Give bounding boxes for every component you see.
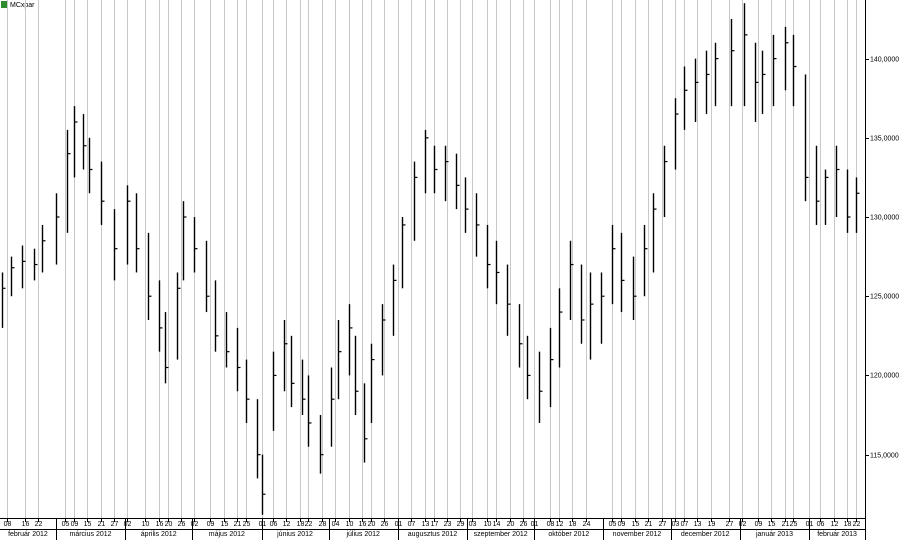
x-tick-label: 23: [444, 521, 452, 528]
x-tick-label: 12: [283, 521, 291, 528]
month-label: február 2013: [817, 531, 857, 538]
x-tick-label: 15: [768, 521, 776, 528]
month-label: március 2012: [70, 531, 112, 538]
x-tick-label: 22: [35, 521, 43, 528]
y-tick-label: 130,0000: [870, 214, 899, 221]
x-tick-label: 10: [142, 521, 150, 528]
x-tick-label: 08: [547, 521, 555, 528]
y-tick-label: 120,0000: [870, 372, 899, 379]
x-tick-label: 07: [408, 521, 416, 528]
x-tick-label: 02: [739, 521, 747, 528]
x-tick-label: 13: [694, 521, 702, 528]
x-tick-label: 25: [243, 521, 251, 528]
x-tick-label: 28: [319, 521, 327, 528]
x-tick-label: 15: [221, 521, 229, 528]
x-tick-label: 26: [178, 521, 186, 528]
month-label: április 2012: [141, 531, 177, 538]
x-tick-label: 27: [726, 521, 734, 528]
x-tick-label: 25: [790, 521, 798, 528]
x-tick-label: 21: [234, 521, 242, 528]
x-tick-label: 22: [305, 521, 313, 528]
x-tick-label: 26: [381, 521, 389, 528]
x-tick-label: 09: [755, 521, 763, 528]
chart-title: MCxpar: [10, 2, 35, 9]
month-label: december 2012: [681, 531, 730, 538]
x-tick-label: 04: [332, 521, 340, 528]
x-tick-label: 16: [22, 521, 30, 528]
x-tick-label: 27: [659, 521, 667, 528]
x-tick-label: 10: [346, 521, 354, 528]
x-tick-label: 12: [831, 521, 839, 528]
month-label: augusztus 2012: [408, 531, 458, 538]
x-tick-label: 18: [844, 521, 852, 528]
x-tick-label: 20: [507, 521, 515, 528]
x-tick-label: 10: [484, 521, 492, 528]
x-tick-label: 17: [431, 521, 439, 528]
x-tick-label: 09: [207, 521, 215, 528]
x-tick-label: 16: [156, 521, 164, 528]
x-tick-label: 24: [583, 521, 591, 528]
x-tick-label: 29: [457, 521, 465, 528]
month-label: október 2012: [548, 531, 589, 538]
month-label: június 2012: [276, 531, 313, 538]
x-tick-label: 13: [422, 521, 430, 528]
x-tick-label: 21: [645, 521, 653, 528]
x-tick-label: 06: [817, 521, 825, 528]
x-tick-label: 02: [124, 521, 132, 528]
x-tick-label: 12: [556, 521, 564, 528]
x-tick-label: 19: [708, 521, 716, 528]
month-label: január 2013: [755, 531, 793, 538]
x-tick-label: 15: [632, 521, 640, 528]
x-tick-label: 27: [111, 521, 119, 528]
x-tick-label: 21: [782, 521, 790, 528]
x-tick-label: 09: [618, 521, 626, 528]
month-label: február 2012: [8, 531, 48, 538]
x-tick-label: 18: [297, 521, 305, 528]
x-tick-label: 21: [98, 521, 106, 528]
y-tick-label: 125,0000: [870, 293, 899, 300]
x-tick-label: 14: [493, 521, 501, 528]
x-tick-label: 07: [681, 521, 689, 528]
x-tick-label: 15: [84, 521, 92, 528]
x-tick-label: 05: [609, 521, 617, 528]
x-tick-label: 20: [165, 521, 173, 528]
x-tick-label: 22: [853, 521, 861, 528]
x-tick-label: 06: [270, 521, 278, 528]
y-tick-label: 135,0000: [870, 135, 899, 142]
y-tick-label: 140,0000: [870, 56, 899, 63]
x-tick-label: 16: [359, 521, 367, 528]
x-tick-label: 05: [62, 521, 70, 528]
x-tick-label: 03: [672, 521, 680, 528]
x-tick-label: 08: [4, 521, 12, 528]
x-tick-label: 26: [520, 521, 528, 528]
month-label: július 2012: [345, 531, 380, 538]
x-tick-label: 20: [368, 521, 376, 528]
x-tick-label: 03: [469, 521, 477, 528]
x-tick-label: 02: [191, 521, 199, 528]
x-tick-label: 18: [569, 521, 577, 528]
y-tick-label: 115,0000: [870, 452, 899, 459]
month-label: május 2012: [209, 531, 245, 538]
symbol-icon: [1, 1, 8, 8]
month-label: szeptember 2012: [474, 531, 528, 538]
x-tick-label: 09: [71, 521, 79, 528]
month-label: november 2012: [613, 531, 662, 538]
